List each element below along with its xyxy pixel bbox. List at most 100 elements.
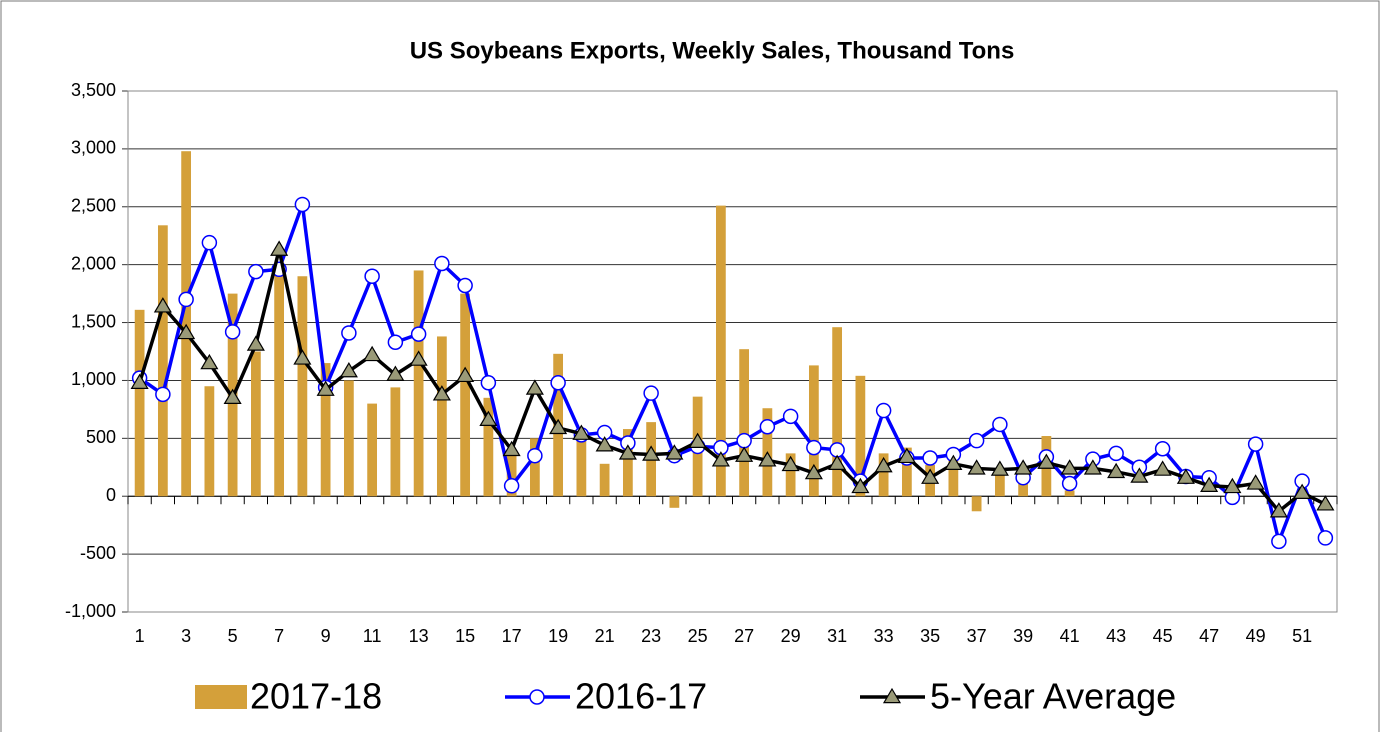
- point-marker: [550, 375, 566, 391]
- y-tick-label: 1,500: [71, 311, 116, 331]
- bar: [529, 438, 540, 497]
- point-marker: [736, 432, 752, 449]
- bar: [483, 397, 494, 497]
- legend-marker: [529, 689, 545, 705]
- point-marker: [990, 460, 1009, 476]
- x-tick-label: 39: [1013, 626, 1033, 646]
- y-tick-label: 1,000: [71, 369, 116, 389]
- bar: [832, 327, 843, 497]
- legend-label: 2017-18: [250, 676, 382, 717]
- point-marker: [618, 444, 637, 460]
- legend-label: 5-Year Average: [930, 676, 1176, 717]
- point-marker: [968, 432, 985, 449]
- y-tick-label: 3,500: [71, 80, 116, 100]
- point-marker: [782, 408, 799, 425]
- point-marker: [828, 454, 847, 471]
- bar: [157, 225, 168, 497]
- point-marker: [1200, 476, 1219, 493]
- point-marker: [1246, 474, 1265, 490]
- series-line: [137, 249, 1327, 514]
- point-marker: [457, 277, 473, 294]
- x-tick-label: 31: [827, 626, 847, 646]
- bar: [994, 469, 1005, 497]
- y-tick-label: -500: [80, 543, 116, 563]
- point-marker: [410, 326, 427, 342]
- bar: [1018, 478, 1029, 497]
- point-marker: [246, 335, 265, 351]
- x-tick-label: 35: [920, 626, 940, 646]
- legend-marker: [882, 687, 902, 704]
- bar: [367, 403, 378, 497]
- point-marker: [804, 463, 823, 480]
- point-marker: [967, 459, 986, 475]
- point-marker: [1037, 453, 1056, 469]
- bar: [274, 270, 285, 497]
- point-marker: [339, 361, 358, 378]
- point-marker: [921, 468, 940, 484]
- point-marker: [200, 353, 219, 370]
- x-tick-label: 13: [409, 626, 429, 646]
- bar: [297, 276, 308, 497]
- point-marker: [922, 450, 938, 466]
- bar: [250, 351, 261, 497]
- y-tick-label: -1,000: [65, 601, 116, 621]
- bar: [715, 205, 726, 497]
- x-tick-label: 23: [641, 626, 661, 646]
- point-marker: [711, 451, 730, 467]
- point-marker: [224, 324, 241, 340]
- point-marker: [572, 424, 591, 440]
- point-marker: [806, 439, 822, 456]
- point-marker: [759, 419, 776, 435]
- point-marker: [1061, 475, 1078, 492]
- bar: [204, 386, 215, 497]
- point-marker: [1060, 459, 1079, 475]
- point-marker: [1154, 441, 1171, 457]
- point-marker: [874, 456, 893, 473]
- point-marker: [480, 375, 497, 391]
- point-marker: [1293, 483, 1312, 499]
- x-tick-label: 45: [1153, 626, 1173, 646]
- series-line: [138, 203, 1327, 548]
- point-marker: [386, 365, 405, 381]
- bar: [134, 309, 145, 497]
- bar: [343, 380, 354, 497]
- point-marker: [502, 440, 521, 457]
- point-marker: [525, 379, 544, 395]
- x-tick-label: 3: [181, 626, 191, 646]
- x-tick-label: 9: [321, 626, 331, 646]
- point-marker: [1316, 495, 1335, 511]
- point-marker: [432, 385, 451, 401]
- x-tick-label: 41: [1060, 626, 1080, 646]
- point-marker: [341, 325, 357, 341]
- bar: [576, 433, 587, 497]
- y-tick-label: 500: [86, 427, 116, 447]
- x-tick-label: 51: [1292, 626, 1312, 646]
- plot-area: [127, 90, 1338, 613]
- point-marker: [758, 451, 777, 467]
- x-tick-label: 1: [135, 626, 145, 646]
- point-marker: [643, 385, 659, 401]
- y-tick-label: 2,500: [71, 196, 116, 216]
- point-marker: [153, 297, 172, 313]
- bar: [320, 363, 331, 497]
- point-marker: [223, 388, 242, 405]
- bar: [855, 375, 866, 497]
- point-marker: [178, 291, 194, 308]
- point-marker: [155, 386, 171, 403]
- x-tick-label: 7: [274, 626, 284, 646]
- point-marker: [1153, 460, 1172, 476]
- point-marker: [1130, 467, 1149, 483]
- point-marker: [1176, 468, 1195, 484]
- x-tick-label: 43: [1106, 626, 1126, 646]
- point-marker: [409, 350, 428, 366]
- x-tick-label: 19: [548, 626, 568, 646]
- point-marker: [875, 402, 892, 419]
- x-tick-label: 49: [1246, 626, 1266, 646]
- point-marker: [1317, 530, 1334, 546]
- point-marker: [527, 447, 543, 464]
- point-marker: [294, 196, 311, 213]
- x-tick-label: 37: [967, 626, 987, 646]
- bar: [436, 336, 447, 497]
- bar: [878, 453, 889, 497]
- x-tick-label: 21: [595, 626, 615, 646]
